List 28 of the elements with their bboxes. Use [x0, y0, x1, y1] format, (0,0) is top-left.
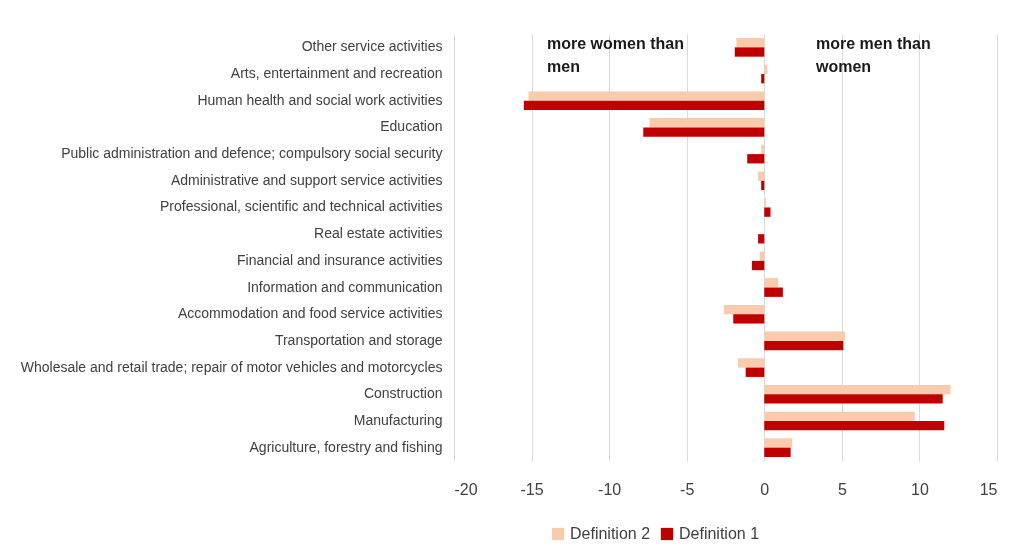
- y-tick-label: Human health and social work activities: [197, 91, 443, 108]
- legend-label: Definition 2: [570, 525, 651, 542]
- y-tick-label: Public administration and defence; compulsory social security: [61, 145, 443, 162]
- x-tick-label: 0: [760, 480, 770, 498]
- y-tick-label: Arts, entertainment and recreation: [230, 65, 443, 82]
- x-tick-label: 10: [911, 480, 929, 498]
- y-tick-label: Agriculture, forestry and fishing: [249, 438, 443, 455]
- y-tick-label: Accommodation and food service activities: [177, 305, 443, 322]
- annotation: more women than men: [547, 35, 684, 75]
- x-tick-label: 5: [837, 480, 847, 498]
- y-tick-label: Construction: [363, 385, 443, 402]
- y-tick-label: Real estate activities: [314, 225, 443, 242]
- y-tick-label: Administrative and support service activities: [170, 171, 443, 188]
- x-tick-label: -15: [520, 480, 544, 498]
- y-tick-label: Other service activities: [301, 38, 443, 55]
- legend-label: Definition 1: [679, 525, 760, 542]
- x-tick-label: -5: [680, 480, 695, 498]
- annotation: more men than women: [815, 35, 931, 75]
- y-tick-label: Professional, scientific and technical activities: [160, 198, 443, 215]
- y-tick-label: Financial and insurance activities: [237, 251, 443, 268]
- y-tick-label: Manufacturing: [353, 411, 443, 428]
- y-tick-label: Transportation and storage: [274, 331, 443, 348]
- y-tick-label: Education: [380, 118, 443, 135]
- y-tick-label: Information and communication: [247, 278, 443, 295]
- y-tick-label: Wholesale and retail trade; repair of motor vehicles and motorcycles: [20, 358, 443, 375]
- x-tick-label: 15: [979, 480, 998, 498]
- x-tick-label: -20: [454, 480, 478, 498]
- x-tick-label: -10: [598, 480, 622, 498]
